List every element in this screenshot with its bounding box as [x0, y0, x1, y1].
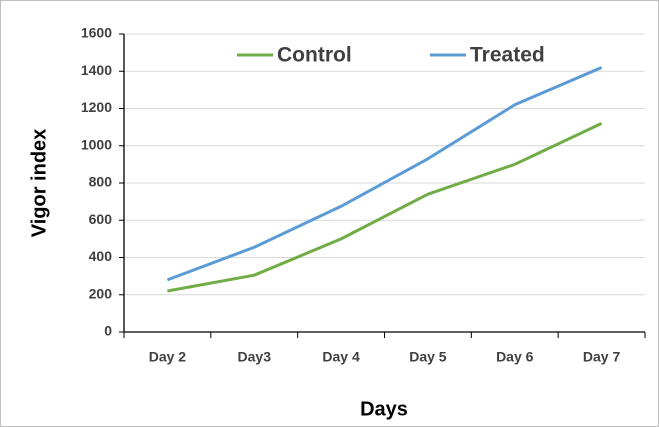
y-tick-label: 1600 [81, 25, 112, 41]
x-tick-label: Day 2 [149, 349, 187, 365]
series-line [167, 122, 603, 293]
y-tick-label: 800 [89, 174, 113, 190]
legend-label: Control [277, 44, 352, 67]
x-tick-label: Day3 [238, 349, 272, 365]
x-axis-title: Days [360, 398, 408, 420]
series-line [166, 66, 603, 282]
x-tick-label: Day 7 [583, 349, 621, 365]
y-tick-label: 0 [104, 323, 112, 339]
y-axis-title: Vigor index [28, 129, 50, 238]
y-tick-label: 1400 [81, 62, 112, 78]
x-tick-label: Day 5 [409, 349, 447, 365]
y-tick-label: 400 [89, 248, 113, 264]
y-tick-label: 200 [89, 285, 113, 301]
y-tick-label: 600 [89, 211, 113, 227]
x-tick-label: Day 4 [322, 349, 360, 365]
x-tick-label: Day 6 [496, 349, 534, 365]
legend-label: Treated [470, 44, 545, 67]
y-tick-label: 1200 [81, 99, 112, 115]
y-tick-label: 1000 [81, 136, 112, 152]
